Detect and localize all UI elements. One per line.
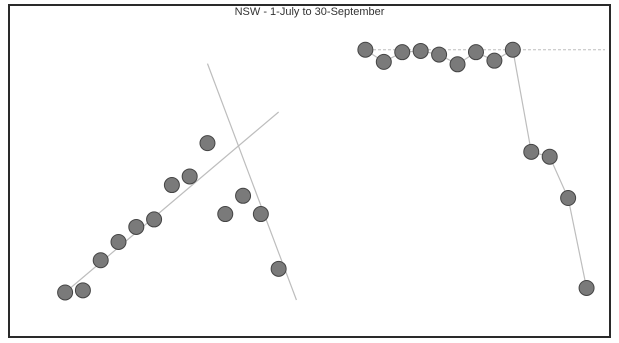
data-point	[468, 45, 483, 60]
data-point	[561, 191, 576, 206]
data-point	[579, 280, 594, 295]
data-point	[358, 42, 373, 57]
data-point	[450, 57, 465, 72]
data-point	[376, 54, 391, 69]
data-point	[395, 45, 410, 60]
data-point	[432, 47, 447, 62]
data-point	[487, 53, 502, 68]
series-line	[365, 50, 586, 288]
data-point	[524, 144, 539, 159]
data-point	[542, 149, 557, 164]
data-point	[413, 43, 428, 58]
data-point	[505, 42, 520, 57]
